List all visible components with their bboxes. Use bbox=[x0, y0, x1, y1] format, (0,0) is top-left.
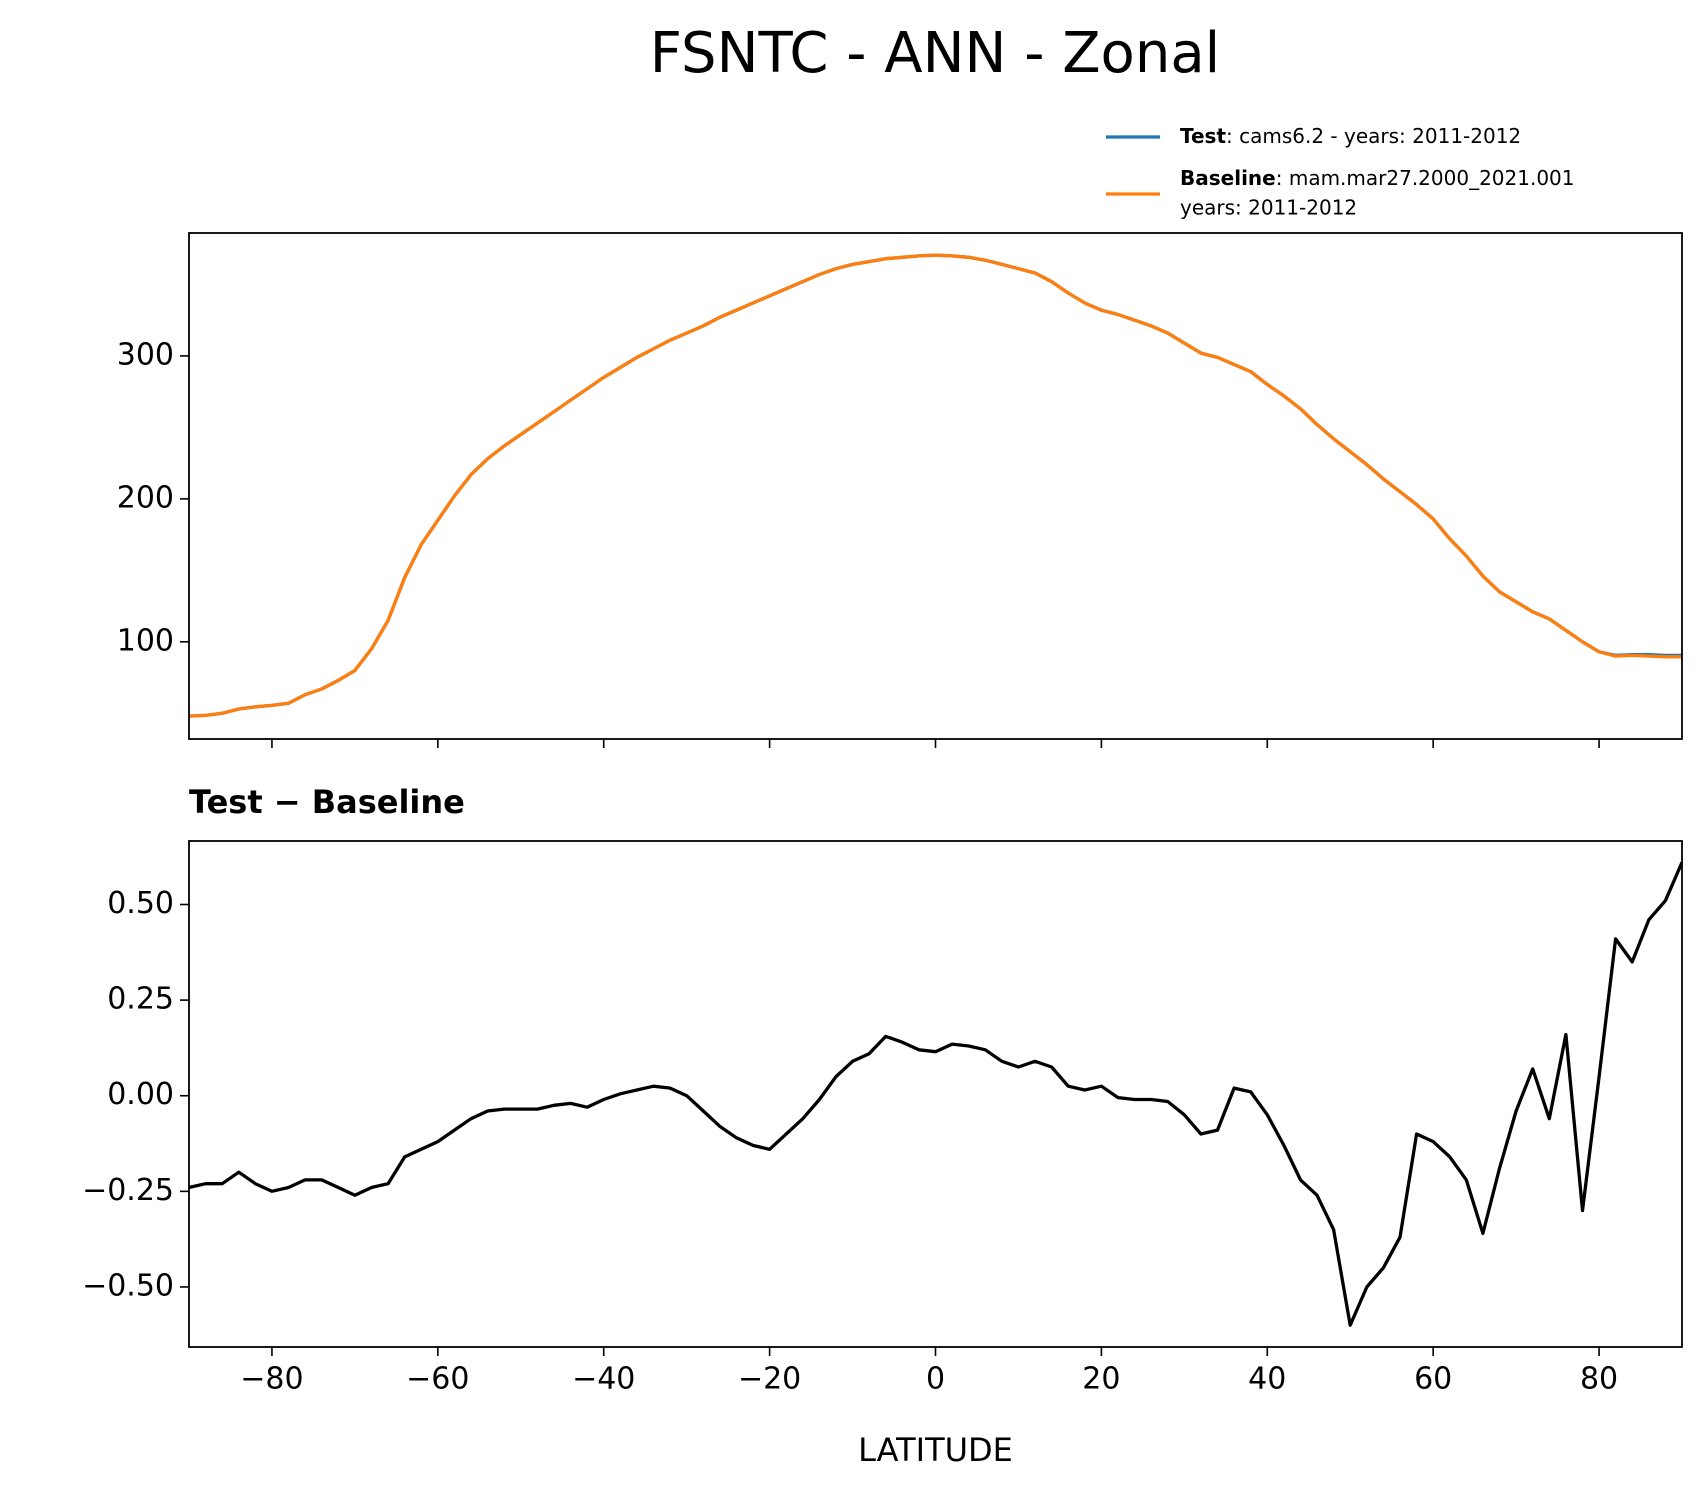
axes-frame bbox=[188, 840, 1683, 1348]
legend-name: Test bbox=[1180, 124, 1226, 148]
x-tick-label: −60 bbox=[406, 1362, 469, 1397]
y-tick-label: 0.00 bbox=[107, 1077, 174, 1112]
legend-description: years: 2011-2012 bbox=[1180, 196, 1357, 220]
x-tick-label: −80 bbox=[240, 1362, 303, 1397]
figure-title: FSNTC - ANN - Zonal bbox=[650, 21, 1220, 86]
legend-description: : mam.mar27.2000_2021.001 bbox=[1276, 166, 1575, 190]
y-tick-label: 300 bbox=[117, 337, 174, 372]
subplot-title: Test − Baseline bbox=[189, 783, 465, 821]
data-line bbox=[189, 253, 1682, 718]
data-line bbox=[189, 861, 1682, 1327]
x-tick-label: 0 bbox=[926, 1362, 945, 1397]
x-tick-label: −40 bbox=[572, 1362, 635, 1397]
x-tick-label: 20 bbox=[1082, 1362, 1120, 1397]
x-tick-label: −20 bbox=[738, 1362, 801, 1397]
y-tick-label: 0.50 bbox=[107, 886, 174, 921]
axes-frame bbox=[188, 232, 1683, 740]
legend-label: Baseline: mam.mar27.2000_2021.001 bbox=[1180, 166, 1575, 190]
x-tick-label: 60 bbox=[1414, 1362, 1452, 1397]
data-line bbox=[189, 253, 1682, 718]
legend-description: : cams6.2 - years: 2011-2012 bbox=[1226, 124, 1521, 148]
x-tick-label: 40 bbox=[1248, 1362, 1286, 1397]
y-tick-label: 100 bbox=[117, 623, 174, 658]
x-tick-label: 80 bbox=[1580, 1362, 1618, 1397]
y-tick-label: −0.50 bbox=[82, 1268, 174, 1303]
legend-label: Test: cams6.2 - years: 2011-2012 bbox=[1180, 124, 1521, 148]
legend-name: Baseline bbox=[1180, 166, 1276, 190]
y-tick-label: 0.25 bbox=[107, 982, 174, 1017]
y-tick-label: 200 bbox=[117, 480, 174, 515]
x-axis-label: LATITUDE bbox=[858, 1431, 1013, 1469]
y-tick-label: −0.25 bbox=[82, 1173, 174, 1208]
